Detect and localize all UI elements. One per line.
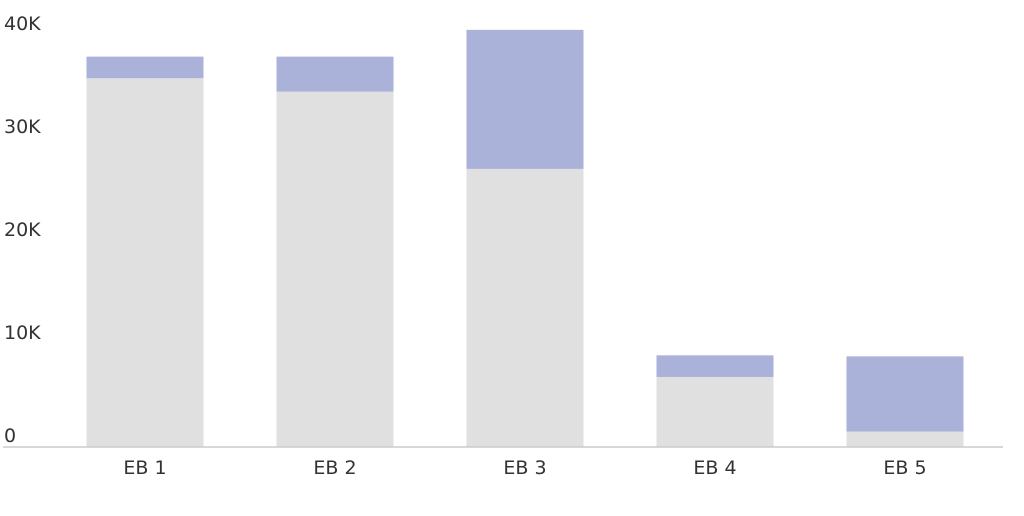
bar-3-segment-2: [466, 29, 584, 169]
y-tick-label-1: 0: [4, 425, 16, 447]
y-tick-label-4: 30K: [4, 116, 41, 138]
x-tick-label-1: EB 1: [123, 457, 166, 479]
x-tick-label-5: EB 5: [883, 457, 926, 479]
bar-5-segment-1: [846, 431, 964, 447]
bar-2-segment-2: [276, 56, 394, 92]
bar-4-segment-1: [656, 376, 774, 447]
bar-3-segment-1: [466, 168, 584, 447]
bar-2-segment-1: [276, 91, 394, 448]
y-tick-label-3: 20K: [4, 219, 41, 241]
bar-5-segment-2: [846, 356, 964, 432]
bar-1-segment-1: [86, 78, 204, 447]
bars-layer: [86, 29, 964, 448]
y-tick-label-5: 40K: [4, 13, 41, 35]
bar-4-segment-2: [656, 355, 774, 377]
labels-layer: EB 1 EB 2 EB 3 EB 4 EB 5 0 10K 20K 30K 40K: [4, 13, 927, 479]
y-tick-label-2: 10K: [4, 322, 41, 344]
x-tick-label-3: EB 3: [503, 457, 546, 479]
x-tick-label-4: EB 4: [693, 457, 736, 479]
x-tick-label-2: EB 2: [313, 457, 356, 479]
bar-1-segment-2: [86, 56, 204, 79]
